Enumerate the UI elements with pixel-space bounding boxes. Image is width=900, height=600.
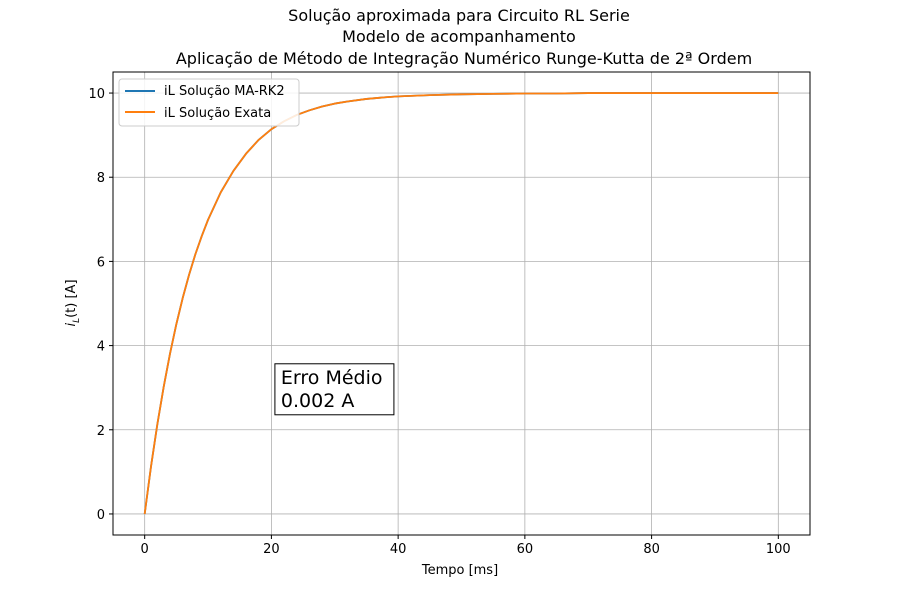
- x-tick-label: 0: [141, 542, 149, 557]
- legend-box: [118, 78, 300, 127]
- annotation-line-2: 0.002 A: [281, 390, 354, 412]
- x-axis: 0 20 40 60 80 100: [141, 535, 791, 557]
- legend: iL Solução MA-RK2 iL Solução Exata: [118, 78, 300, 127]
- series-line-exact: [143, 92, 779, 515]
- x-tick-label: 60: [517, 542, 534, 557]
- y-tick-label: 0: [97, 508, 105, 523]
- annotation-frame: [274, 363, 395, 416]
- y-tick-label: 2: [97, 424, 105, 439]
- y-axis-label-subscript: L: [72, 318, 82, 323]
- chart-title-line-1: Solução aproximada para Circuito RL Seri…: [288, 6, 630, 25]
- grid: [113, 72, 810, 535]
- chart-title-line-2: Modelo de acompanhamento: [342, 27, 576, 46]
- y-axis-label: iL(t) [A]: [64, 279, 82, 326]
- y-axis: 0 2 4 6 8 10: [88, 87, 113, 523]
- chart-title-line-3: Aplicação de Método de Integração Numéri…: [176, 49, 752, 68]
- y-tick-label: 6: [97, 255, 105, 270]
- x-tick-label: 20: [263, 542, 280, 557]
- y-tick-label: 8: [97, 171, 105, 186]
- x-tick-label: 100: [766, 542, 791, 557]
- x-tick-label: 80: [643, 542, 660, 557]
- y-tick-label: 4: [97, 340, 105, 355]
- y-tick-label: 10: [88, 87, 105, 102]
- annotation-box: Erro Médio 0.002 A: [274, 363, 395, 416]
- chart-title: Solução aproximada para Circuito RL Seri…: [176, 6, 752, 68]
- annotation-line-1: Erro Médio: [281, 367, 383, 389]
- y-axis-label-rest: (t) [A]: [64, 279, 79, 317]
- series-layer: [143, 92, 779, 515]
- legend-label-rk2: iL Solução MA-RK2: [164, 84, 285, 99]
- x-axis-label: Tempo [ms]: [421, 563, 498, 578]
- x-tick-label: 40: [390, 542, 407, 557]
- plot-frame: [112, 71, 811, 536]
- y-axis-label-symbol: i: [64, 323, 79, 327]
- series-line-rk2: [143, 92, 779, 515]
- legend-label-exact: iL Solução Exata: [164, 106, 271, 121]
